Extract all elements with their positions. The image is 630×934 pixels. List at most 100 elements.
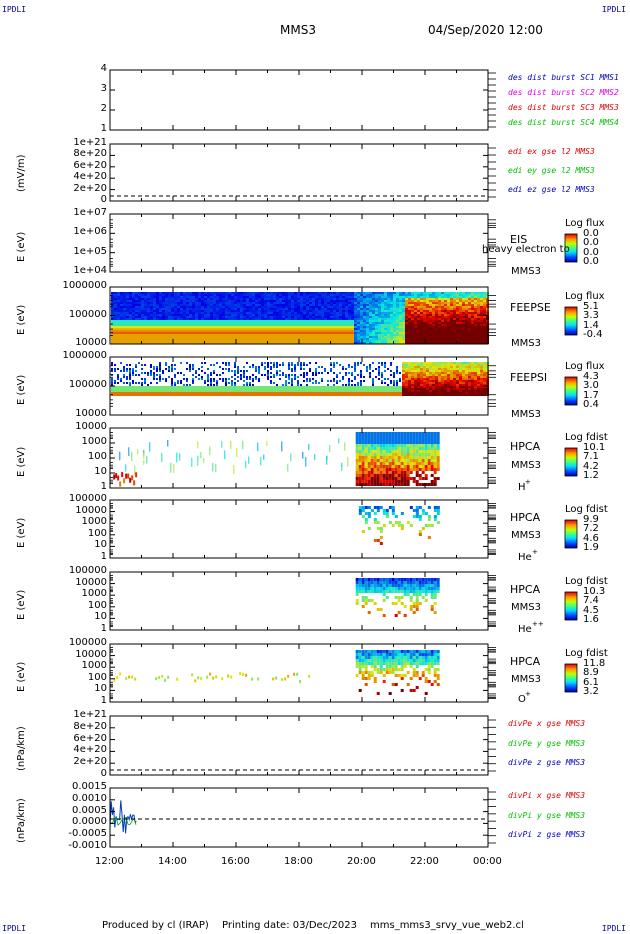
spec-cell [306, 316, 309, 318]
spec-cell [273, 316, 276, 318]
spec-cell [225, 342, 228, 344]
spec-cell [363, 326, 366, 328]
spec-cell [132, 316, 135, 318]
spec-cell [261, 330, 264, 332]
spec-cell [396, 308, 399, 310]
spec-cell [240, 334, 243, 336]
spec-cell [432, 322, 435, 324]
spec-cell [210, 322, 213, 324]
spec-cell [354, 328, 357, 330]
spec-cell [162, 340, 165, 342]
spec-cell [135, 298, 138, 300]
spec-cell [267, 372, 269, 374]
spec-cell [222, 392, 225, 394]
spec-cell [243, 370, 245, 372]
spec-cell [170, 462, 172, 473]
spec-cell [150, 372, 152, 374]
spec-cell [213, 306, 216, 308]
spec-cell [111, 318, 114, 320]
spec-cell [462, 342, 465, 344]
spec-cell [228, 334, 231, 336]
spec-cell [417, 330, 420, 332]
spec-cell [336, 324, 339, 326]
spec-cell [357, 318, 360, 320]
spec-cell [312, 326, 315, 328]
spec-cell [336, 382, 338, 384]
spec-cell [426, 392, 429, 394]
spec-cell [153, 388, 156, 390]
spec-cell [348, 328, 351, 330]
spec-cell [189, 306, 192, 308]
spec-cell [423, 306, 426, 308]
spec-cell [411, 332, 414, 334]
spec-cell [372, 390, 375, 392]
spec-cell [414, 294, 417, 296]
spec-cell [396, 328, 399, 330]
spec-cell [201, 330, 204, 332]
spec-cell [240, 330, 243, 332]
spec-cell [390, 392, 393, 394]
spec-cell [376, 471, 380, 474]
spec-cell [435, 292, 438, 294]
spec-cell [348, 388, 351, 390]
spec-cell [282, 336, 285, 338]
spec-cell [411, 308, 414, 310]
spec-cell [324, 340, 327, 342]
spec-cell [213, 378, 215, 380]
spec-cell [426, 390, 429, 392]
spec-cell [126, 324, 129, 326]
spec-cell [258, 366, 260, 368]
spec-cell [450, 318, 453, 320]
spec-cell [255, 334, 258, 336]
spec-cell [252, 296, 255, 298]
spec-cell [267, 304, 270, 306]
spec-cell [192, 380, 194, 382]
spec-cell [141, 338, 144, 340]
spec-cell [231, 308, 234, 310]
spec-cell [144, 382, 146, 384]
spec-cell [216, 384, 218, 386]
spec-cell [144, 338, 147, 340]
spec-cell [294, 378, 296, 380]
spec-cell [276, 390, 279, 392]
spec-cell [156, 320, 159, 322]
spec-cell [444, 378, 447, 380]
spec-cell [330, 362, 332, 364]
spec-cell [117, 320, 120, 322]
spec-cell [127, 473, 130, 479]
spec-cell [147, 334, 150, 336]
spec-cell [351, 292, 354, 294]
spec-cell [291, 304, 294, 306]
spec-cell [228, 316, 231, 318]
spec-cell [255, 324, 258, 326]
spec-cell [285, 292, 288, 294]
spec-cell [213, 294, 216, 296]
spec-cell [276, 334, 279, 336]
spec-cell [471, 328, 474, 330]
spec-cell [339, 372, 341, 374]
spec-cell [333, 332, 336, 334]
spec-cell [276, 336, 279, 338]
spec-cell [348, 384, 350, 386]
spec-cell [351, 394, 354, 396]
spec-cell [364, 483, 368, 486]
spec-cell [135, 302, 138, 304]
spec-cell [361, 465, 365, 468]
spec-cell [282, 362, 284, 364]
spec-cell [258, 332, 261, 334]
spec-cell [426, 322, 429, 324]
spec-cell [393, 326, 396, 328]
spec-cell [147, 302, 150, 304]
spec-cell [456, 362, 459, 364]
spec-cell [243, 298, 246, 300]
spec-cell [378, 372, 380, 374]
spec-cell [336, 292, 339, 294]
spec-cell [405, 306, 408, 308]
spec-cell [195, 334, 198, 336]
spec-cell [240, 318, 243, 320]
spec-cell [435, 388, 438, 390]
spec-cell [249, 292, 252, 294]
spec-cell [234, 320, 237, 322]
spec-cell [249, 330, 252, 332]
spec-cell [381, 312, 384, 314]
